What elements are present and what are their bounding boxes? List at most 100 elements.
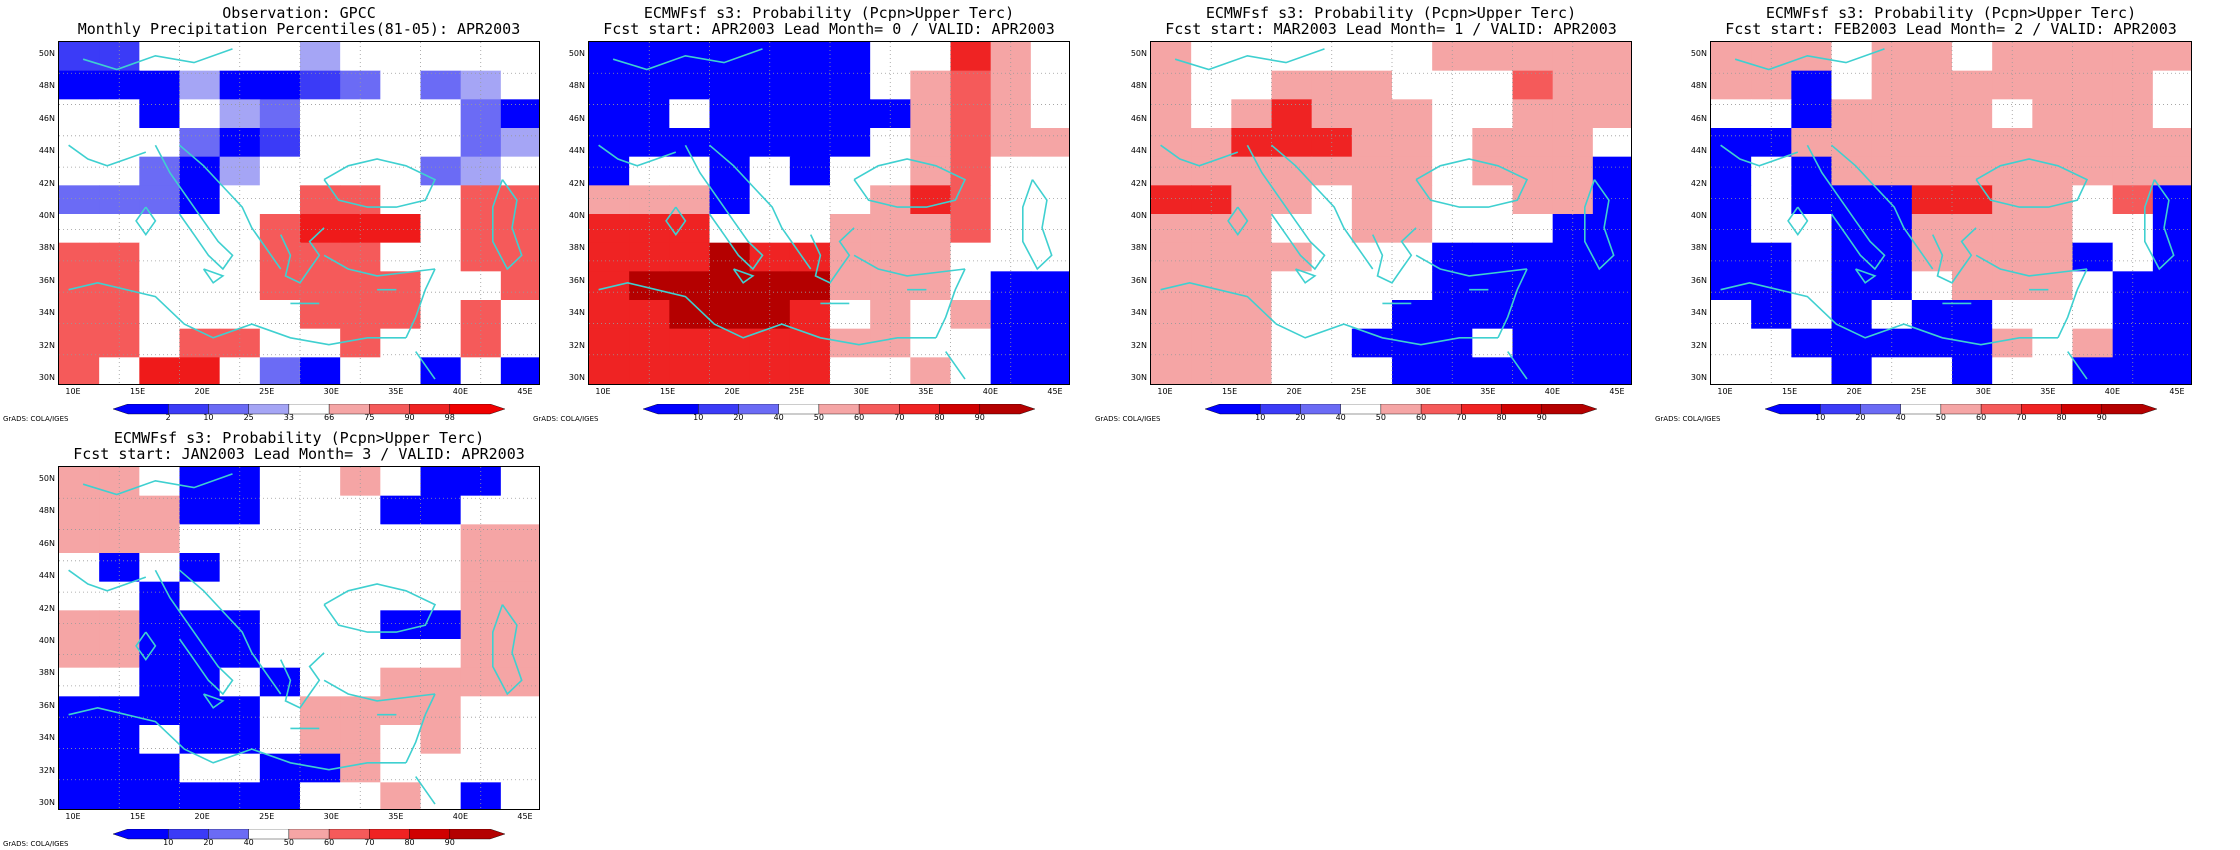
- grid-cell: [219, 70, 261, 100]
- coastline: [178, 144, 282, 270]
- coastline: [1854, 268, 1877, 284]
- grid-cell: [1191, 242, 1232, 272]
- coastline: [684, 144, 764, 271]
- grid-cell: [870, 328, 911, 358]
- map-panel-lead0: ECMWFsf s3: Probability (Pcpn>Upper Terc…: [533, 5, 1070, 425]
- grid-cell: [380, 185, 421, 215]
- grid-cell: [1791, 271, 1832, 301]
- grid-cell: [1231, 99, 1272, 129]
- lat-tick-label: 48N: [38, 506, 55, 516]
- grid-cell: [669, 357, 710, 384]
- grid-cell: [669, 156, 710, 186]
- grid-cell: [179, 328, 221, 358]
- grid-cell: [1512, 328, 1554, 358]
- grid-cell: [1472, 99, 1513, 129]
- grid-cell: [669, 185, 710, 215]
- coastline: [202, 268, 225, 284]
- grid-cell: [500, 753, 539, 783]
- grid-cell: [59, 271, 100, 301]
- lat-tick-label: 40N: [568, 211, 585, 220]
- grid-cell: [460, 156, 502, 186]
- grid-cell: [1271, 99, 1313, 129]
- grid-cell: [500, 185, 539, 215]
- grid-cell: [1151, 214, 1192, 244]
- map-svg: [59, 467, 539, 809]
- grid-cell: [1030, 271, 1069, 301]
- grid-cell: [1151, 242, 1192, 272]
- grid-cell: [380, 328, 421, 358]
- coastline: [1720, 144, 1799, 167]
- lon-tick-label: 25E: [789, 387, 805, 396]
- coastline: [1806, 144, 1886, 271]
- grid-cell: [789, 214, 831, 244]
- grid-cell: [1472, 328, 1513, 358]
- grid-cell: [259, 467, 301, 497]
- grid-cell: [340, 99, 381, 129]
- grid-cell: [259, 300, 301, 330]
- lat-tick-label: 48N: [1690, 81, 1707, 91]
- colorbar-label: 40: [773, 413, 784, 422]
- grid-cell: [1911, 300, 1953, 330]
- grid-cell: [259, 753, 301, 783]
- grid-cell: [1711, 357, 1752, 384]
- colorbar-label: 60: [324, 838, 335, 847]
- grid-cell: [950, 70, 992, 100]
- map-plot-area: [58, 41, 540, 385]
- grid-cell: [1191, 271, 1232, 301]
- grid-cell: [420, 357, 462, 384]
- grid-cell: [2072, 99, 2114, 129]
- grid-cell: [1831, 185, 1873, 215]
- grid-cell: [1271, 271, 1313, 301]
- grid-cell: [300, 42, 341, 72]
- map-svg: [589, 42, 1069, 384]
- grid-cell: [500, 639, 539, 669]
- grid-cell: [340, 328, 381, 358]
- grid-cell: [1271, 242, 1313, 272]
- grid-cell: [460, 328, 502, 358]
- lon-tick-label: 15E: [129, 812, 146, 821]
- lat-tick-label: 44N: [568, 146, 585, 156]
- lon-tick-label: 35E: [1480, 387, 1496, 396]
- grid-cell: [910, 328, 951, 358]
- grid-cell: [1351, 99, 1393, 129]
- lat-tick-label: 48N: [568, 81, 585, 91]
- grid-cell: [950, 156, 992, 186]
- coastline: [708, 144, 812, 270]
- grid-cell: [1911, 214, 1953, 244]
- coastline: [323, 679, 436, 702]
- grid-cell: [1791, 185, 1832, 215]
- grid-cell: [1432, 99, 1473, 129]
- colorbar-wrap: [112, 826, 506, 845]
- lat-tick-label: 40N: [1130, 211, 1147, 220]
- grid-cell: [910, 99, 951, 129]
- lon-tick-label: 35E: [2040, 387, 2056, 396]
- grid-cell: [990, 328, 1032, 358]
- grid-cell: [300, 99, 341, 129]
- grid-cell: [749, 357, 791, 384]
- grid-cell: [259, 70, 301, 100]
- grid-cell: [99, 99, 140, 129]
- coastline: [405, 268, 436, 339]
- coastline: [1021, 179, 1053, 271]
- grid-cell: [500, 581, 539, 611]
- grid-cell: [1791, 242, 1832, 272]
- coastline: [2143, 179, 2175, 271]
- grid-cell: [2032, 185, 2073, 215]
- grid-cell: [1751, 271, 1792, 301]
- grid-cell: [1151, 357, 1192, 384]
- colorbar-label: 60: [1416, 413, 1427, 422]
- grid-cell: [1512, 99, 1554, 129]
- grid-cell: [500, 128, 539, 158]
- grid-cell: [59, 99, 100, 129]
- lon-tick-label: 40E: [2104, 387, 2121, 396]
- grid-cell: [460, 696, 502, 726]
- grid-cell: [500, 156, 539, 186]
- grid-cell: [1911, 70, 1953, 100]
- grid-cell: [589, 271, 630, 301]
- colorbar-label: 10: [163, 838, 174, 847]
- grid-cell: [500, 782, 539, 809]
- grid-cell: [1871, 271, 1913, 301]
- coastline: [1246, 144, 1326, 271]
- lat-tick-label: 44N: [1690, 146, 1707, 156]
- grid-cell: [2112, 156, 2154, 186]
